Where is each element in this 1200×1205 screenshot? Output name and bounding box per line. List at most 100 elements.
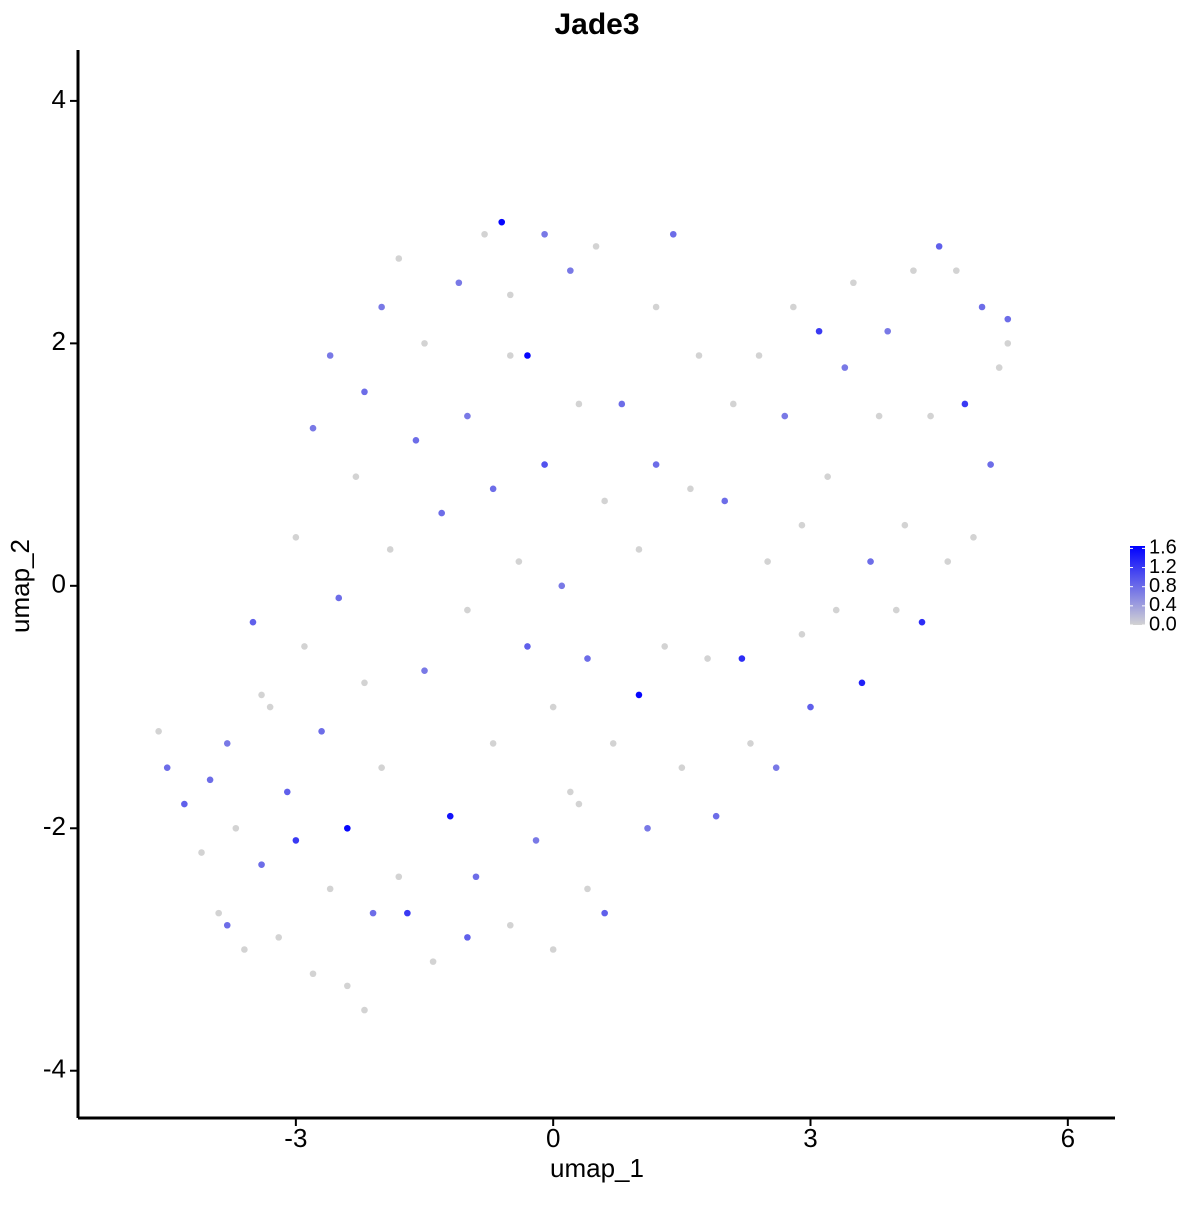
cell-point: [832, 606, 840, 614]
x-tick-label: 0: [546, 1123, 560, 1153]
cell-point: [790, 303, 797, 311]
cell-point: [489, 485, 497, 493]
cell-point: [524, 352, 531, 359]
cell-point: [961, 400, 969, 408]
y-tick-label: 4: [52, 84, 66, 114]
color-tick-label: 0.8: [1149, 575, 1177, 597]
cell-point: [326, 885, 334, 893]
cell-point: [567, 267, 574, 274]
color-tick-label: 0.4: [1149, 594, 1177, 616]
cell-point: [858, 679, 866, 687]
cell-point: [721, 497, 729, 505]
cell-point: [738, 655, 746, 662]
cell-point: [712, 812, 720, 820]
cell-point: [987, 461, 994, 468]
cell-point: [369, 909, 377, 917]
cell-point: [275, 934, 283, 941]
cell-point: [506, 352, 514, 359]
cell-point: [481, 230, 488, 238]
cell-point: [438, 509, 445, 517]
cell-point: [361, 1006, 368, 1014]
cell-point: [781, 412, 789, 420]
cell-point: [455, 279, 463, 287]
cell-point: [198, 849, 205, 856]
cell-point: [704, 655, 711, 662]
cell-point: [386, 546, 394, 553]
cell-point: [361, 388, 368, 396]
cell-point: [541, 230, 548, 238]
cell-point: [515, 558, 523, 565]
cell-point: [918, 618, 926, 626]
y-tick-label: -2: [43, 811, 66, 841]
cell-point: [335, 594, 343, 602]
cell-point: [592, 243, 600, 250]
x-tick-label: 6: [1061, 1123, 1075, 1153]
x-tick-label: 3: [803, 1123, 817, 1153]
cell-point: [258, 691, 265, 699]
cell-point: [464, 934, 471, 941]
cell-point: [318, 727, 325, 735]
cell-point: [549, 703, 557, 711]
cell-point: [344, 982, 351, 990]
cell-point: [661, 643, 668, 650]
cell-point: [446, 812, 454, 820]
cell-point: [875, 412, 883, 420]
cell-point: [609, 740, 617, 747]
cell-point: [755, 352, 763, 359]
cell-point: [258, 861, 265, 868]
cell-point: [464, 412, 471, 420]
cell-point: [850, 279, 857, 287]
cell-point: [266, 703, 274, 711]
cell-point: [892, 606, 900, 614]
cell-point: [730, 400, 737, 408]
cell-point: [635, 546, 643, 553]
cell-point: [978, 303, 986, 311]
cell-point: [601, 909, 608, 917]
cell-point: [927, 412, 934, 420]
y-tick-label: 2: [52, 326, 66, 356]
y-tick-label: -4: [43, 1054, 66, 1084]
cell-point: [489, 740, 497, 747]
x-axis-label: umap_1: [550, 1153, 644, 1183]
cell-point: [995, 364, 1003, 371]
cell-point: [652, 461, 660, 468]
x-tick-label: -3: [284, 1123, 307, 1153]
cell-point: [223, 740, 231, 747]
cell-point: [815, 327, 823, 335]
y-tick-label: 0: [52, 569, 66, 599]
color-tick-label: 1.2: [1149, 556, 1177, 578]
cell-point: [292, 837, 300, 844]
cell-point: [378, 303, 385, 311]
cell-point: [884, 327, 892, 335]
cell-point: [206, 776, 214, 784]
cell-point: [421, 667, 428, 674]
cell-point: [764, 558, 771, 565]
cell-point: [549, 946, 557, 953]
cell-point: [747, 740, 754, 747]
cell-point: [283, 788, 291, 796]
cell-point: [695, 352, 703, 359]
cell-point: [249, 618, 257, 626]
cell-point: [301, 643, 308, 650]
cell-point: [618, 400, 626, 408]
cell-point: [429, 958, 437, 965]
cell-point: [901, 521, 909, 529]
cell-point: [541, 461, 548, 468]
cell-point: [1004, 340, 1012, 347]
cell-point: [395, 255, 403, 262]
cell-point: [687, 485, 694, 493]
cell-point: [935, 243, 943, 250]
cell-point: [155, 727, 162, 735]
chart-title: Jade3: [554, 8, 639, 41]
cell-point: [601, 497, 608, 505]
color-bar: [1130, 546, 1145, 625]
cell-point: [163, 764, 171, 771]
cell-point: [532, 837, 540, 844]
cell-point: [506, 921, 514, 929]
cell-point: [352, 473, 360, 481]
cell-point: [824, 473, 831, 481]
cell-point: [498, 218, 506, 226]
cell-point: [309, 424, 317, 432]
cell-point: [867, 558, 874, 565]
